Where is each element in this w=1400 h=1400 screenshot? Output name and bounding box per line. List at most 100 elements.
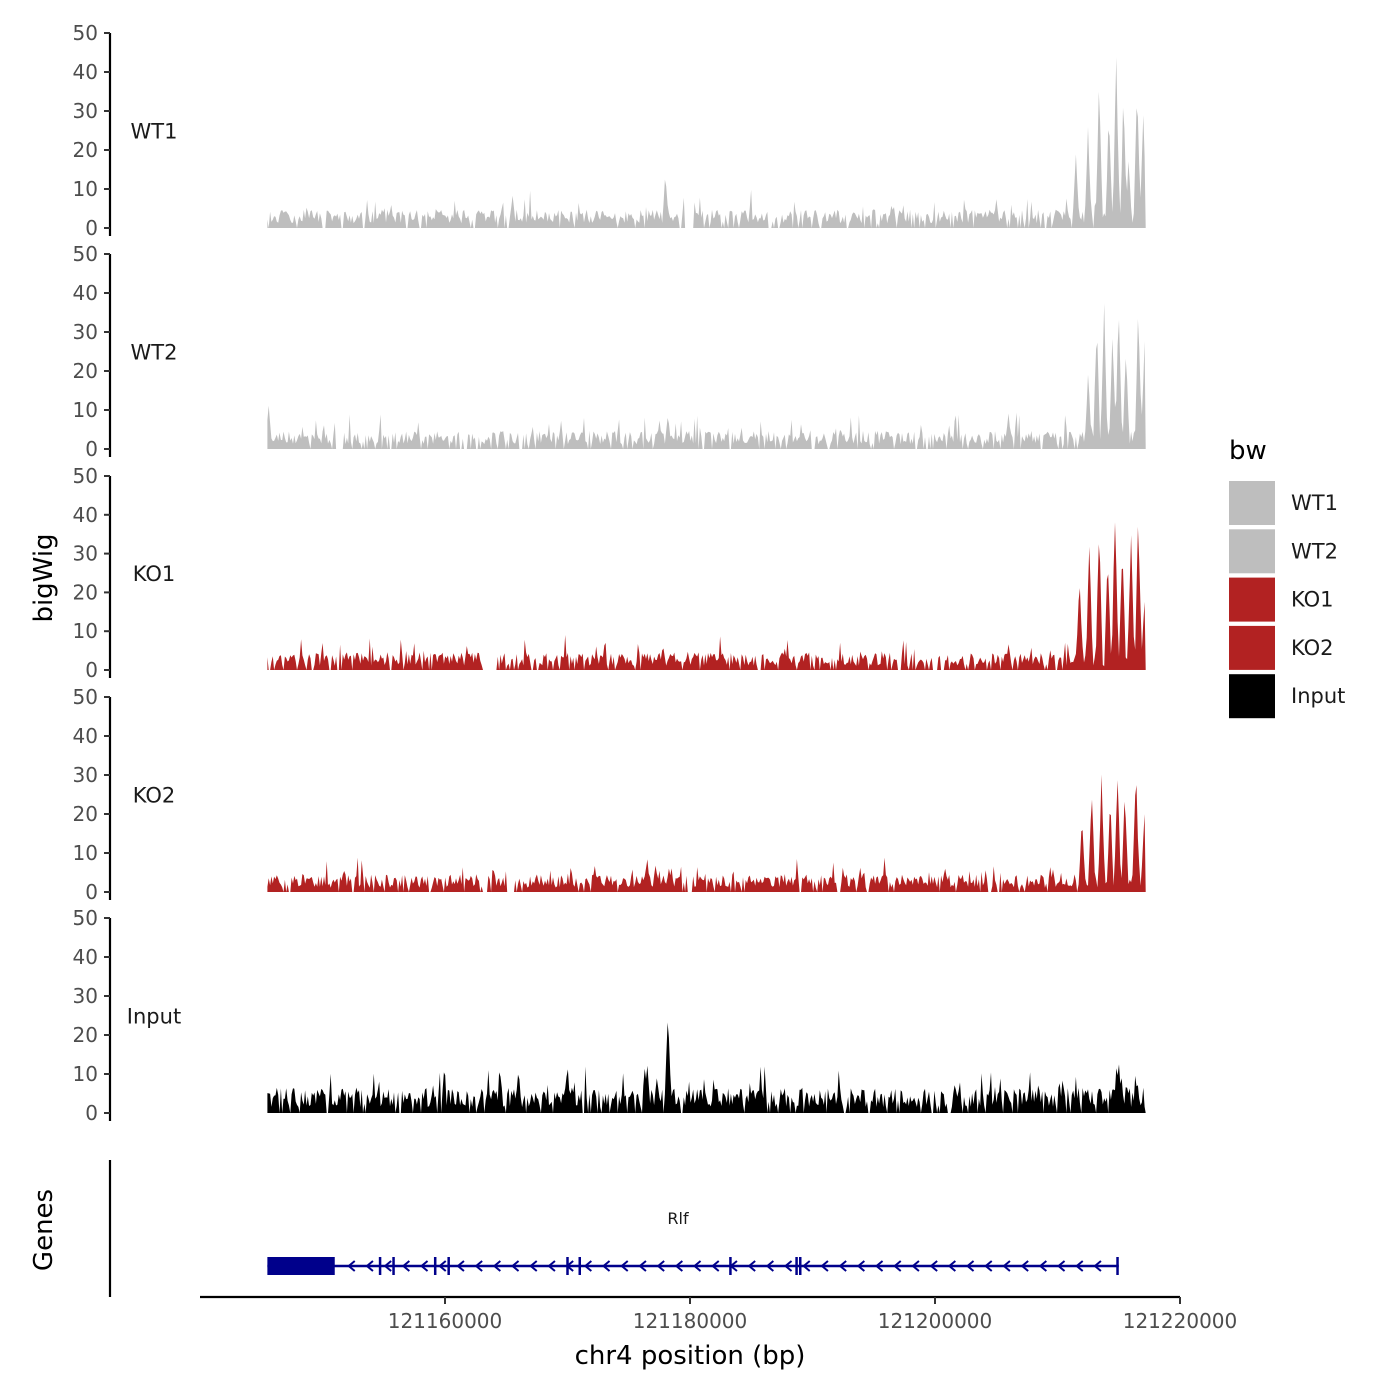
gene-strand-arrow: [692, 1260, 702, 1272]
y-tick-label: 30: [73, 542, 98, 566]
gene-strand-arrow: [383, 1260, 392, 1272]
gene-strand-arrow: [674, 1260, 683, 1272]
y-tick-label: 30: [73, 984, 98, 1008]
track-label: KO1: [133, 562, 176, 586]
y-tick-label: 10: [73, 398, 98, 422]
y-tick-label: 20: [73, 580, 98, 604]
y-tick-label: 0: [85, 437, 98, 461]
gene-strand-arrow: [583, 1260, 592, 1272]
y-tick-label: 0: [85, 658, 98, 682]
y-tick-label: 50: [73, 906, 98, 930]
gene-strand-arrow: [783, 1260, 793, 1272]
gene-strand-arrow: [529, 1260, 538, 1272]
gene-strand-arrow: [838, 1260, 847, 1272]
x-tick-label: 121180000: [633, 1309, 748, 1333]
y-tick-label: 20: [73, 802, 98, 826]
track-ko1: 0 10 20 30 40 50 KO1: [73, 464, 1146, 682]
track-input: 0 10 20 30 40 50 Input: [73, 906, 1146, 1125]
y-tick-label: 10: [73, 177, 98, 201]
gene-strand-arrow: [711, 1260, 720, 1272]
gene-strand-arrow: [365, 1260, 374, 1272]
track-wt2: 0 10 20 30 40 50 WT2: [73, 242, 1146, 461]
legend: bw WT1 WT2 KO1 KO2 Input: [1229, 436, 1345, 719]
signal-area-ko2: [267, 774, 1146, 892]
gene-strand-arrow: [510, 1260, 520, 1272]
y-tick-label: 40: [73, 503, 98, 527]
y-tick-label: 50: [73, 242, 98, 266]
legend-key-wt1: [1229, 481, 1275, 525]
legend-label: Input: [1291, 684, 1345, 708]
y-tick-label: 0: [85, 216, 98, 240]
legend-key-input: [1229, 674, 1275, 719]
gene-strand-arrow: [438, 1260, 447, 1272]
gene-strand-arrow: [874, 1260, 884, 1272]
y-tick-label: 30: [73, 99, 98, 123]
gene-strand-arrow: [1075, 1260, 1084, 1272]
gene-exon-block: [267, 1257, 335, 1275]
x-tick-label: 121200000: [878, 1309, 993, 1333]
y-tick-label: 20: [73, 359, 98, 383]
signal-area-wt1: [267, 57, 1146, 228]
x-tick-label: 121160000: [388, 1309, 503, 1333]
y-tick-label: 30: [73, 320, 98, 344]
y-tick-label: 10: [73, 619, 98, 643]
gene-strand-arrow: [929, 1260, 938, 1272]
gene-strand-arrow: [547, 1260, 556, 1272]
legend-label: WT1: [1291, 491, 1338, 515]
gene-strand-arrow: [911, 1260, 920, 1272]
x-axis: 121160000 121180000 121200000 121220000: [200, 1295, 1238, 1333]
legend-label: KO2: [1291, 636, 1334, 660]
gene-strand-arrow: [729, 1260, 738, 1272]
y-tick-label: 30: [73, 763, 98, 787]
signal-area-ko1: [267, 522, 1146, 670]
y-tick-label: 40: [73, 724, 98, 748]
gene-strand-arrow: [638, 1260, 647, 1272]
track-label: WT2: [131, 341, 178, 365]
y-tick-label: 10: [73, 1062, 98, 1086]
gene-strand-arrow: [984, 1260, 993, 1272]
gene-strand-arrow: [620, 1260, 629, 1272]
y-tick-label: 40: [73, 281, 98, 305]
y-tick-label: 0: [85, 1101, 98, 1125]
x-tick-label: 121220000: [1123, 1309, 1238, 1333]
signal-area-wt2: [267, 303, 1146, 449]
gene-strand-arrow: [347, 1260, 356, 1272]
legend-label: WT2: [1291, 539, 1338, 563]
gene-strand-arrow: [456, 1260, 465, 1272]
gene-strand-arrow: [747, 1260, 756, 1272]
gene-strand-arrow: [419, 1260, 429, 1272]
x-axis-title: chr4 position (bp): [575, 1341, 806, 1371]
legend-key-ko1: [1229, 577, 1275, 622]
y-tick-label: 20: [73, 1023, 98, 1047]
gene-strand-arrow: [893, 1260, 902, 1272]
legend-label: KO1: [1291, 588, 1334, 612]
track-label: KO2: [133, 784, 176, 808]
gene-strand-arrow: [1002, 1260, 1011, 1272]
gene-strand-arrow: [820, 1260, 829, 1272]
gene-strand-arrow: [1038, 1260, 1047, 1272]
genes-track: Rlf: [108, 1160, 1119, 1297]
gene-strand-arrow: [601, 1260, 611, 1272]
gene-strand-arrow: [492, 1260, 501, 1272]
track-label: WT1: [131, 120, 178, 144]
gene-strand-arrow: [474, 1260, 483, 1272]
gene-strand-arrow: [856, 1260, 865, 1272]
gene-strand-arrow: [565, 1260, 574, 1272]
y-axis-title: bigWig: [29, 533, 59, 622]
gene-strand-arrow: [401, 1260, 410, 1272]
legend-title: bw: [1229, 436, 1267, 466]
legend-key-ko2: [1229, 625, 1275, 670]
y-tick-label: 50: [73, 464, 98, 488]
y-tick-label: 40: [73, 945, 98, 969]
gene-strand-arrow: [947, 1260, 956, 1272]
gene-strand-arrow: [1056, 1260, 1066, 1272]
gene-strand-arrow: [656, 1260, 665, 1272]
y-tick-label: 10: [73, 841, 98, 865]
legend-key-wt2: [1229, 529, 1275, 574]
track-label: Input: [127, 1005, 181, 1029]
y-tick-label: 20: [73, 138, 98, 162]
tracks-layer: 0 10 20 30 40 50 WT1 0 10 20 30 40 50 WT2 0 10 20 30 40 50 K…: [73, 21, 1146, 1125]
genes-axis-title: Genes: [29, 1189, 59, 1271]
y-tick-label: 40: [73, 60, 98, 84]
gene-strand-arrow: [965, 1260, 975, 1272]
